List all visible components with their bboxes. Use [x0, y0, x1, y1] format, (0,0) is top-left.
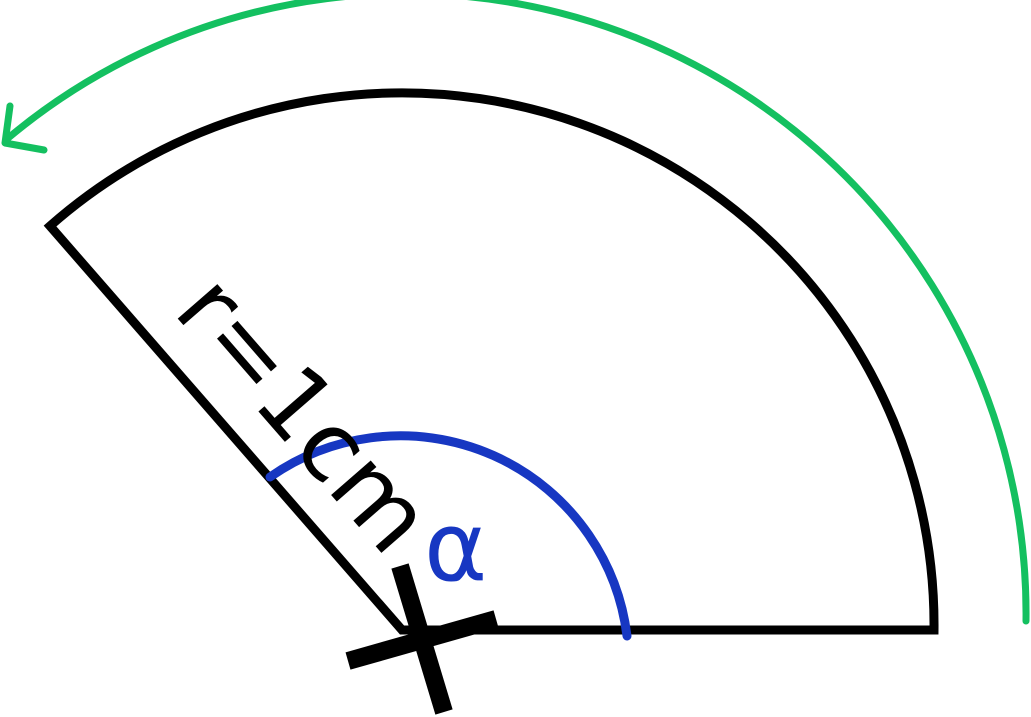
circular-sector [43, 88, 939, 635]
rotation-arrow-arc [3, 0, 1030, 625]
cross-mark-icon [345, 563, 499, 715]
angle-arc [265, 431, 632, 641]
radius-label: r=1cm [155, 254, 454, 574]
rotation-arrow [1, 0, 1030, 625]
angle-label: α [424, 491, 487, 603]
counterclockwise-arrow-icon [1, 102, 48, 154]
